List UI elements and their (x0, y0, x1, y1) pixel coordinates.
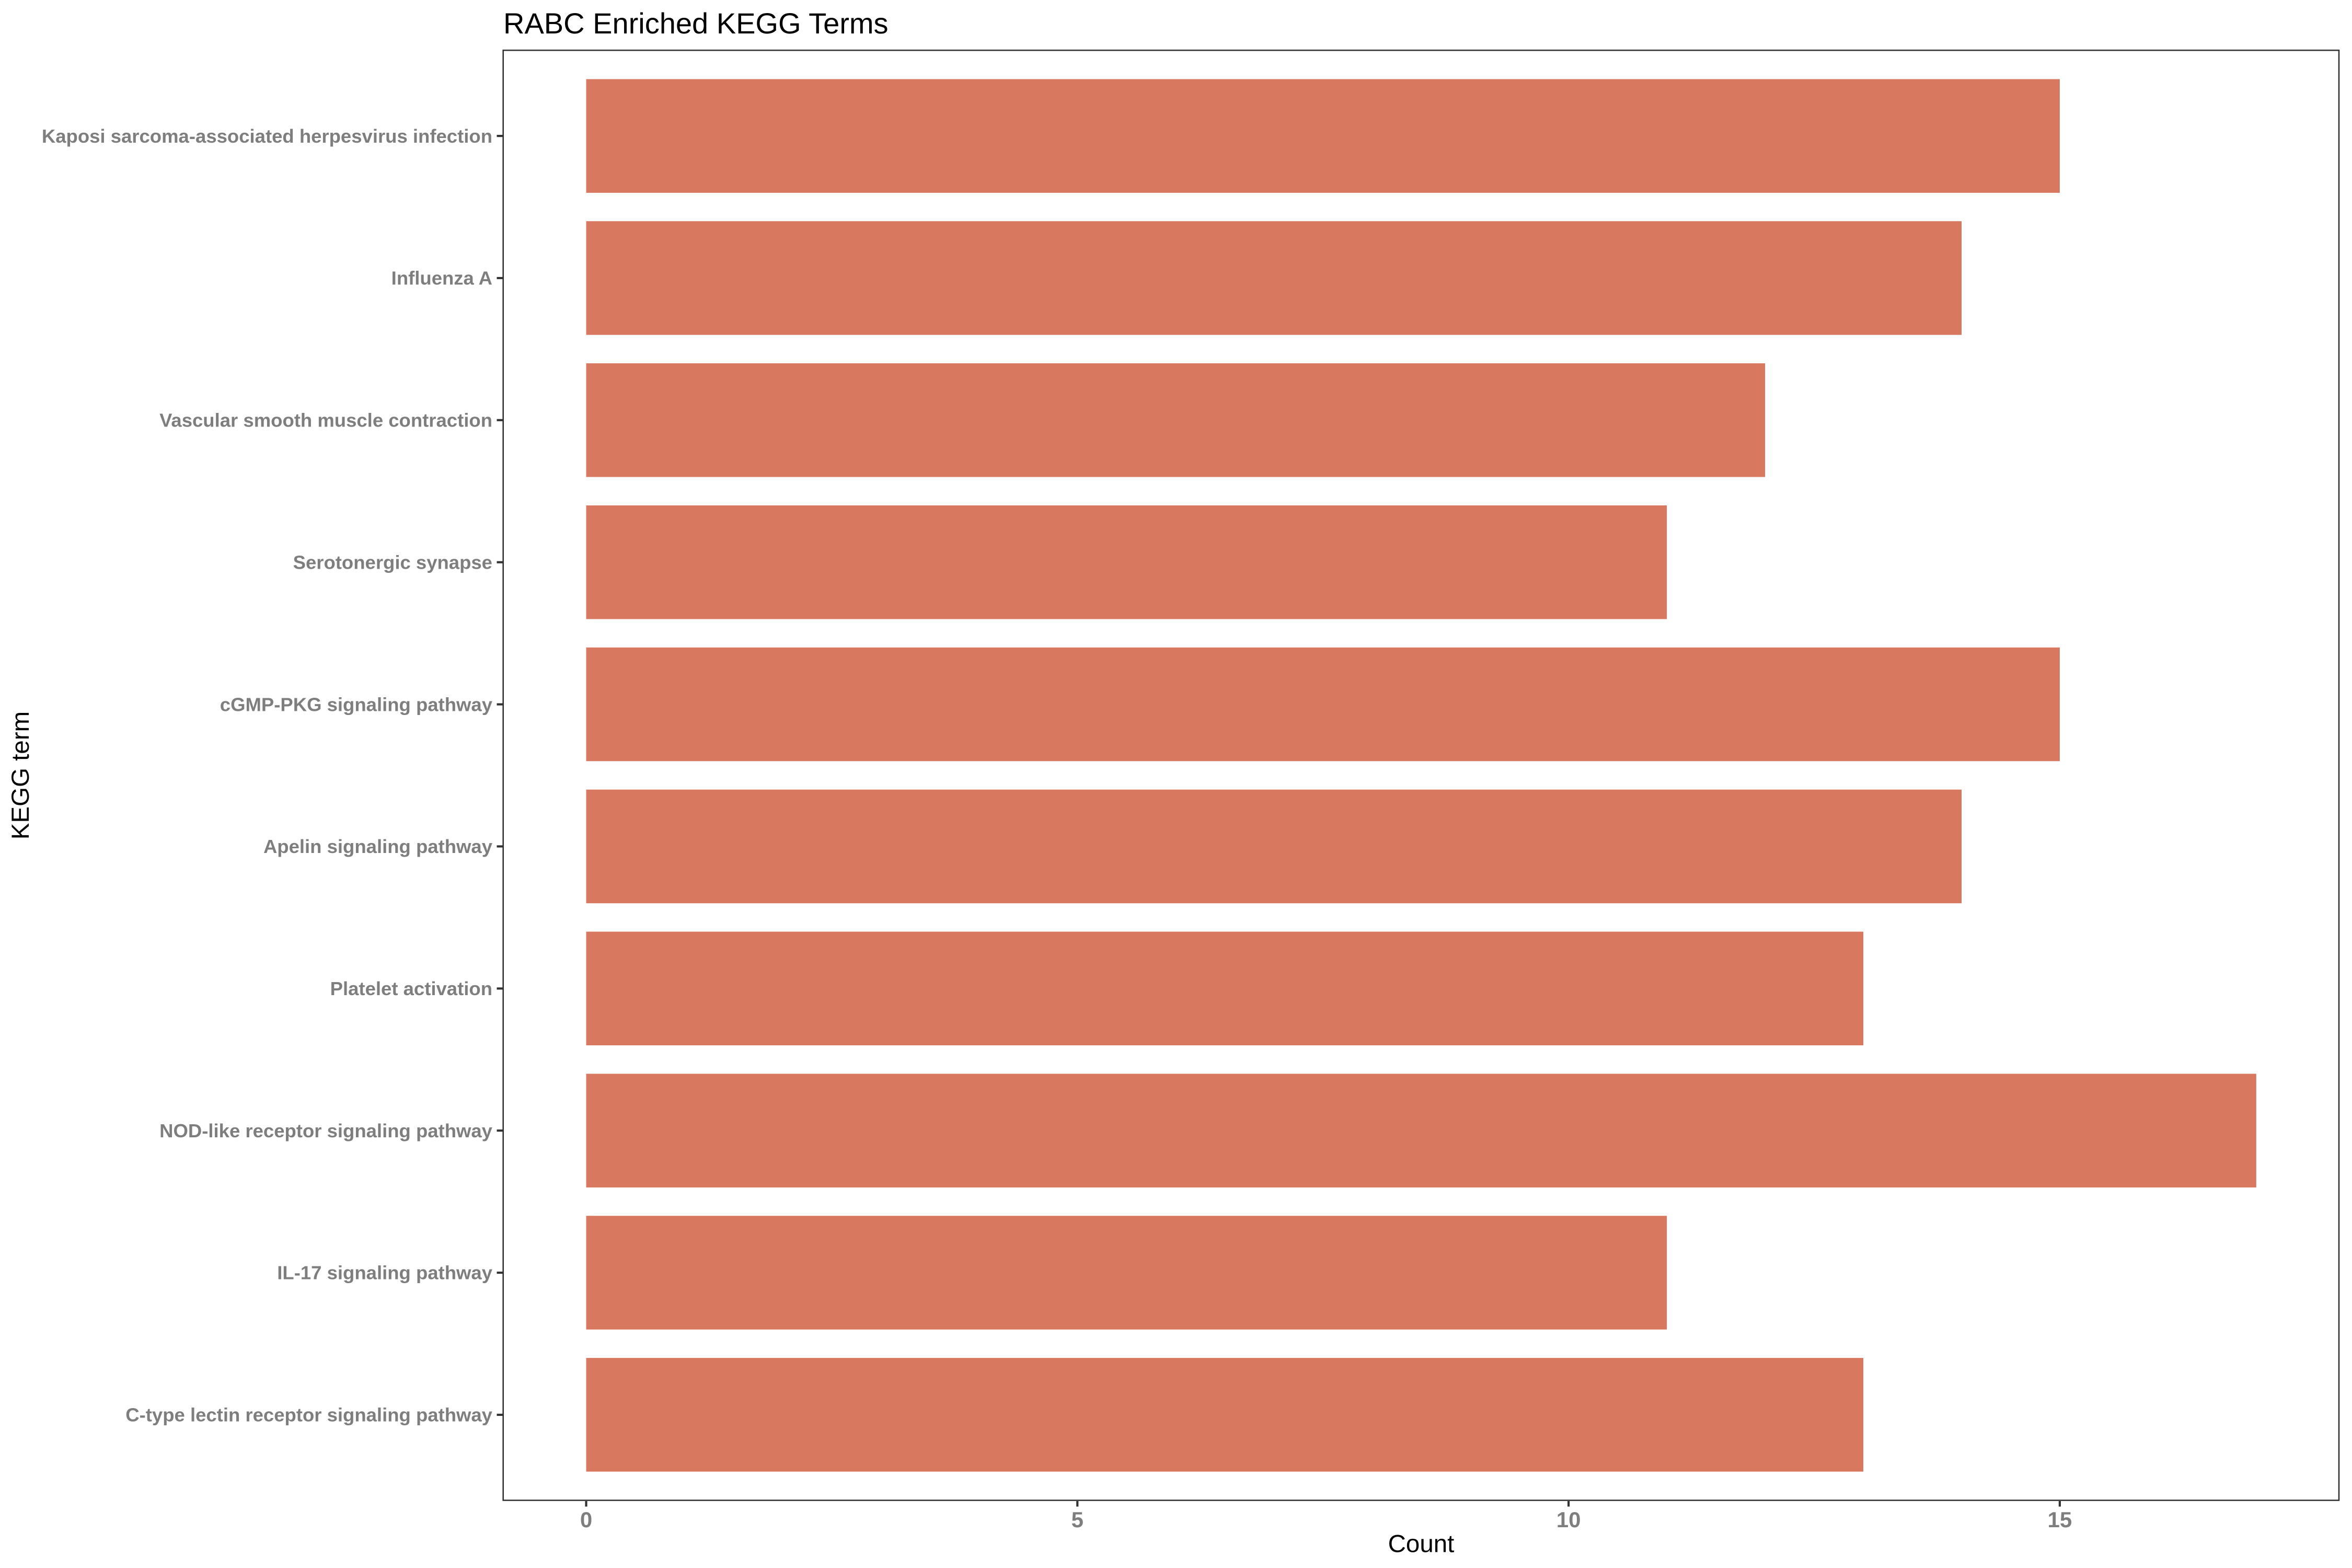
svg-text:10: 10 (1557, 1507, 1581, 1532)
svg-text:Apelin signaling pathway: Apelin signaling pathway (263, 836, 493, 857)
svg-text:15: 15 (2048, 1507, 2072, 1532)
svg-text:IL-17 signaling pathway: IL-17 signaling pathway (277, 1262, 492, 1284)
svg-text:Vascular smooth muscle contrac: Vascular smooth muscle contraction (159, 410, 492, 431)
svg-text:Serotonergic synapse: Serotonergic synapse (293, 551, 492, 573)
svg-text:Count: Count (1388, 1530, 1455, 1558)
svg-text:C-type lectin receptor signali: C-type lectin receptor signaling pathway (125, 1404, 492, 1426)
svg-text:RABC Enriched KEGG Terms: RABC Enriched KEGG Terms (503, 7, 889, 40)
svg-text:Platelet activation: Platelet activation (330, 978, 492, 999)
svg-text:5: 5 (1071, 1507, 1083, 1532)
svg-text:cGMP-PKG signaling pathway: cGMP-PKG signaling pathway (220, 694, 493, 715)
svg-text:Influenza A: Influenza A (391, 268, 492, 289)
svg-text:KEGG term: KEGG term (7, 711, 34, 839)
svg-text:Kaposi sarcoma-associated herp: Kaposi sarcoma-associated herpesvirus in… (42, 125, 492, 147)
svg-text:NOD-like receptor signaling pa: NOD-like receptor signaling pathway (159, 1120, 493, 1142)
svg-text:0: 0 (580, 1507, 592, 1532)
